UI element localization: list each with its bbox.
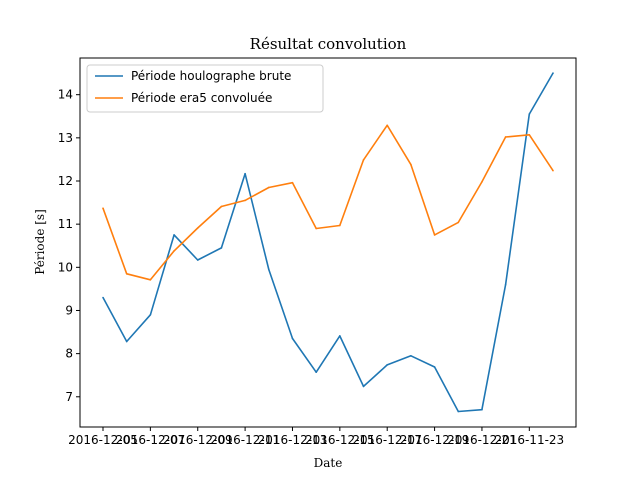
data-point: [339, 224, 341, 227]
x-tick-label: 2016-12-15: [305, 433, 375, 447]
data-point: [481, 181, 483, 183]
data-point: [528, 113, 531, 115]
data-point: [244, 199, 246, 202]
data-point: [433, 234, 436, 236]
data-point: [528, 134, 531, 136]
x-tick-label: 2016-12-13: [258, 433, 328, 447]
x-tick-label: 2016-12-19: [400, 433, 470, 447]
data-point: [125, 272, 128, 275]
data-point: [362, 385, 365, 388]
x-tick-label: 2016-12-07: [115, 433, 185, 447]
plot-frame: [79, 57, 577, 428]
data-point: [291, 181, 294, 184]
data-point: [125, 340, 128, 343]
data-point: [386, 364, 389, 366]
x-tick-label: 2016-12-17: [352, 433, 422, 447]
data-point: [196, 259, 199, 261]
data-point: [102, 207, 104, 209]
y-tick-label: 8: [65, 347, 73, 361]
data-point: [552, 169, 554, 172]
series-line-houlographe: [102, 72, 554, 413]
data-point: [102, 296, 104, 299]
x-axis: 2016-12-052016-12-072016-12-092016-12-11…: [68, 427, 564, 447]
y-axis-label: Période [s]: [33, 209, 47, 275]
data-point: [220, 247, 223, 249]
data-point: [267, 268, 270, 271]
data-point: [339, 335, 341, 337]
data-point: [173, 234, 175, 236]
y-tick-label: 9: [65, 303, 73, 317]
data-point: [433, 366, 436, 368]
y-tick-label: 12: [58, 174, 73, 188]
data-point: [173, 250, 175, 252]
x-tick-label: 2016-12-09: [163, 433, 233, 447]
data-point: [504, 136, 507, 138]
data-point: [196, 227, 199, 229]
data-point: [220, 205, 223, 208]
data-point: [291, 337, 294, 340]
x-axis-label: Date: [314, 456, 343, 470]
x-tick-label: 2016-11-23: [494, 433, 564, 447]
legend-label-era5: Période era5 convoluée: [131, 91, 272, 105]
data-point: [362, 159, 365, 161]
y-axis: 7 8 9 10 11 12 13 14: [58, 88, 80, 404]
y-tick-label: 7: [65, 390, 73, 404]
data-point: [552, 72, 554, 74]
series-line-era5: [102, 124, 554, 281]
data-point: [267, 186, 270, 189]
y-tick-label: 14: [58, 88, 73, 102]
x-tick-label: 2016-12-21: [447, 433, 517, 447]
legend-box: [86, 64, 324, 113]
y-tick-label: 13: [58, 131, 73, 145]
data-point: [315, 371, 317, 373]
legend-label-houlographe: Période houlographe brute: [131, 69, 291, 83]
data-point: [504, 283, 507, 286]
data-point: [149, 279, 152, 281]
data-point: [244, 172, 246, 175]
plot-area: [80, 58, 576, 427]
y-tick-label: 11: [58, 217, 73, 231]
data-point: [410, 163, 412, 166]
data-point: [410, 354, 412, 357]
data-point: [457, 221, 460, 224]
y-tick-label: 10: [58, 260, 73, 274]
x-tick-label: 2016-12-05: [68, 433, 138, 447]
data-point: [149, 313, 152, 316]
legend: Période houlographe brute Période era5 c…: [86, 64, 324, 113]
data-point: [315, 227, 317, 230]
x-tick-label: 2016-12-11: [210, 433, 280, 447]
data-point: [457, 410, 460, 413]
data-point: [481, 408, 483, 411]
data-point: [386, 124, 389, 127]
series-layer: [102, 72, 554, 413]
chart-title: Résultat convolution: [250, 35, 407, 53]
